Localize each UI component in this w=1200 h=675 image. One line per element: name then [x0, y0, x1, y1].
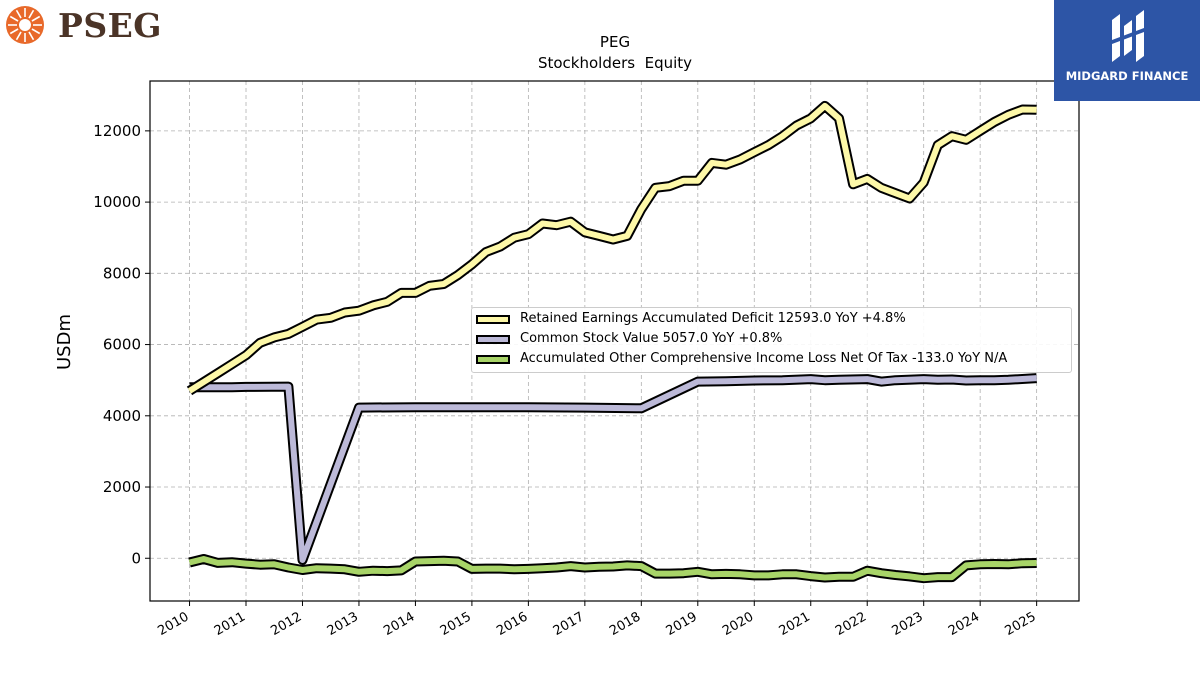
sun-ray — [9, 15, 19, 22]
series-line-accumulated-other-comprehensive-income-loss-net-of-tax — [188, 556, 1037, 582]
x-tick-label: 2019 — [664, 609, 700, 639]
pseg-logo-text: PSEG — [58, 6, 162, 45]
midgard-finance-logo: MIDGARD FINANCE — [1054, 0, 1200, 101]
midgard-logo-text: MIDGARD FINANCE — [1065, 69, 1189, 83]
legend-entry-aoci: Accumulated Other Comprehensive Income L… — [472, 350, 1071, 370]
x-tick-label: 2010 — [155, 609, 191, 639]
y-tick-label: 8000 — [103, 264, 141, 282]
sun-ray — [9, 28, 19, 35]
x-tick-label: 2023 — [890, 609, 926, 639]
x-tick-label: 2018 — [607, 609, 643, 639]
legend-swatch — [476, 355, 510, 364]
y-tick-label: 10000 — [93, 193, 141, 211]
y-tick-label: 6000 — [103, 336, 141, 354]
y-tick-label: 2000 — [103, 478, 141, 496]
legend-label: Retained Earnings Accumulated Deficit 12… — [520, 311, 906, 326]
sun-ray — [15, 31, 22, 41]
x-tick-label: 2014 — [381, 609, 417, 639]
plot-frame — [149, 80, 1080, 602]
x-tick-label: 2015 — [438, 609, 474, 639]
y-tick-label: 0 — [131, 549, 141, 567]
sun-ray — [28, 31, 35, 41]
x-tick-label: 2022 — [833, 609, 869, 639]
x-tick-label: 2012 — [268, 609, 304, 639]
y-axis-label: USDm — [54, 314, 75, 370]
series-line-common-stock-value — [189, 375, 1037, 563]
chart-legend: Retained Earnings Accumulated Deficit 12… — [471, 307, 1072, 373]
sun-ray — [31, 28, 41, 35]
series-line-retained-earnings-accumulated-deficit — [187, 102, 1037, 394]
x-tick-label: 2016 — [494, 609, 530, 639]
legend-swatch — [476, 315, 510, 324]
sun-icon — [6, 6, 44, 44]
y-tick-label: 4000 — [103, 407, 141, 425]
x-tick-label: 2017 — [551, 609, 587, 639]
pseg-logo: PSEG — [4, 4, 174, 46]
y-tick-label: 12000 — [93, 122, 141, 140]
legend-label: Accumulated Other Comprehensive Income L… — [520, 351, 1008, 366]
legend-entry-common-stock: Common Stock Value 5057.0 YoY +0.8% — [472, 330, 1071, 350]
legend-entry-retained-earnings: Retained Earnings Accumulated Deficit 12… — [472, 310, 1071, 330]
x-tick-label: 2025 — [1002, 609, 1038, 639]
x-tick-label: 2020 — [720, 609, 756, 639]
x-tick-label: 2011 — [212, 609, 248, 639]
x-tick-label: 2024 — [946, 609, 982, 639]
x-tick-label: 2021 — [777, 609, 813, 639]
x-tick-label: 2013 — [325, 609, 361, 639]
sun-ray — [15, 9, 22, 19]
sun-ray — [31, 15, 41, 22]
chart-subtitle: Stockholders Equity — [538, 54, 692, 72]
midgard-mark-icon — [1112, 10, 1144, 62]
legend-swatch — [476, 335, 510, 344]
legend-label: Common Stock Value 5057.0 YoY +0.8% — [520, 331, 783, 346]
sun-ray — [28, 9, 35, 19]
series-lines — [186, 100, 1037, 584]
chart-title: PEG — [600, 33, 630, 51]
